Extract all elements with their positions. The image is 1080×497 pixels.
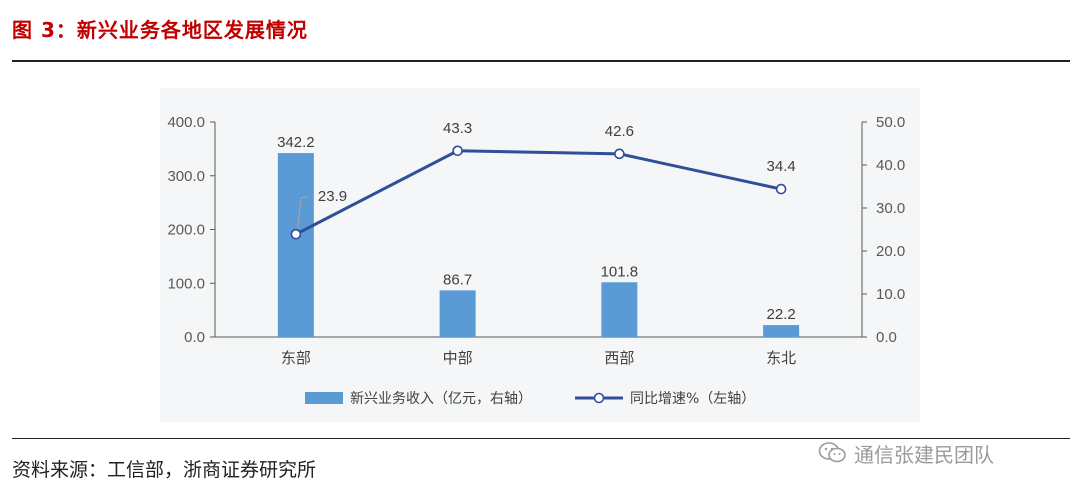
bar-value-label: 86.7 (443, 271, 472, 288)
left-axis-tick-label: 300.0 (167, 168, 205, 185)
source-rule (12, 438, 1070, 439)
right-axis-tick-label: 50.0 (876, 114, 905, 131)
line-value-label: 43.3 (443, 120, 472, 137)
left-axis-tick-label: 0.0 (184, 329, 205, 346)
bar-value-label: 342.2 (277, 134, 315, 151)
bar (763, 325, 800, 337)
growth-line (295, 149, 782, 236)
legend-swatch-marker (593, 392, 605, 404)
category-label: 东部 (281, 349, 311, 367)
right-axis-tick-label: 40.0 (876, 157, 905, 174)
left-axis-tick-label: 400.0 (167, 114, 205, 131)
growth-marker (775, 183, 787, 195)
category-label: 东北 (766, 349, 796, 367)
bar (439, 290, 476, 337)
legend-label-bar: 新兴业务收入（亿元，右轴） (350, 391, 532, 407)
category-label: 西部 (604, 349, 634, 367)
line-label-leader (297, 195, 309, 229)
source-note: 资料来源：工信部，浙商证券研究所 (12, 459, 317, 481)
bar (277, 153, 314, 337)
right-axis-tick-label: 30.0 (876, 200, 905, 217)
figure-title: 图 3：新兴业务各地区发展情况 (12, 18, 308, 42)
growth-marker (614, 148, 625, 160)
bar (601, 282, 638, 337)
growth-marker (452, 145, 463, 157)
legend-label-line: 同比增速%（左轴） (630, 391, 755, 407)
right-axis-tick-label: 10.0 (876, 286, 905, 303)
bar-value-label: 101.8 (601, 263, 639, 280)
line-value-label: 23.9 (318, 188, 347, 205)
title-rule (12, 60, 1070, 62)
line-value-label: 42.6 (605, 123, 634, 140)
watermark: 通信张建民团队 (818, 438, 1058, 468)
category-label: 中部 (443, 349, 473, 367)
watermark-text: 通信张建民团队 (854, 442, 994, 467)
left-axis-tick-label: 200.0 (167, 222, 205, 239)
line-value-label: 34.4 (767, 158, 796, 175)
right-axis-tick-label: 0.0 (876, 329, 897, 346)
legend-swatch-bar (305, 392, 343, 404)
right-axis-tick-label: 20.0 (876, 243, 905, 260)
left-axis-tick-label: 100.0 (167, 275, 205, 292)
wechat-icon (818, 442, 846, 463)
growth-marker (290, 228, 302, 240)
bar-value-label: 22.2 (767, 306, 796, 323)
